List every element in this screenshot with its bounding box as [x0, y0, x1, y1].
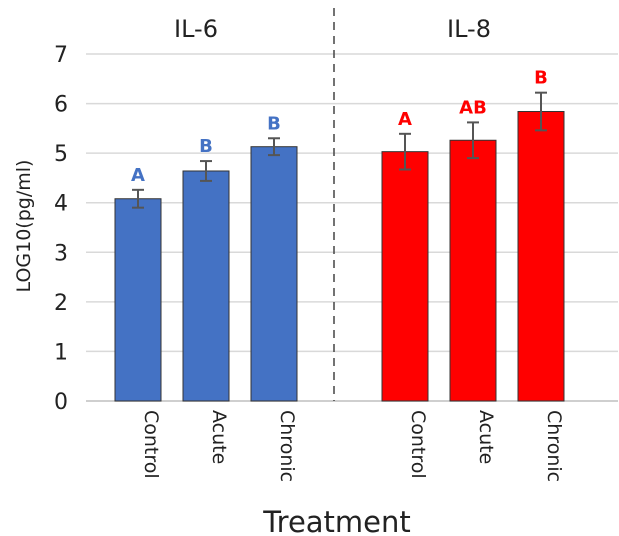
y-tick-label: 6 [54, 93, 68, 118]
bar [517, 111, 565, 402]
y-tick-label: 1 [54, 340, 68, 365]
category-label: Chronic [543, 410, 565, 482]
panel-title: IL-8 [447, 15, 491, 43]
significance-label: A [131, 165, 145, 186]
category-label: Control [140, 410, 162, 479]
category-label: Acute [475, 410, 497, 464]
y-tick-label: 5 [54, 142, 68, 167]
bar [381, 151, 429, 402]
significance-label: B [267, 113, 281, 134]
bar [250, 146, 298, 402]
y-axis-title: LOG10(pg/ml) [13, 160, 35, 293]
y-tick-label: 4 [54, 192, 68, 217]
y-tick-label: 2 [54, 291, 68, 316]
y-tick-label: 7 [54, 43, 68, 68]
significance-label: A [398, 109, 412, 130]
category-label: Acute [208, 410, 230, 464]
significance-label: B [199, 136, 213, 157]
bar [114, 198, 162, 402]
y-tick-label: 0 [54, 390, 68, 415]
category-label: Chronic [276, 410, 298, 482]
category-label: Control [407, 410, 429, 479]
y-tick-label: 3 [54, 241, 68, 266]
x-axis-title: Treatment [262, 505, 411, 536]
significance-label: B [534, 68, 548, 89]
significance-label: AB [459, 97, 487, 118]
panel-title: IL-6 [174, 15, 218, 43]
bar [182, 170, 230, 402]
bar [449, 139, 497, 402]
